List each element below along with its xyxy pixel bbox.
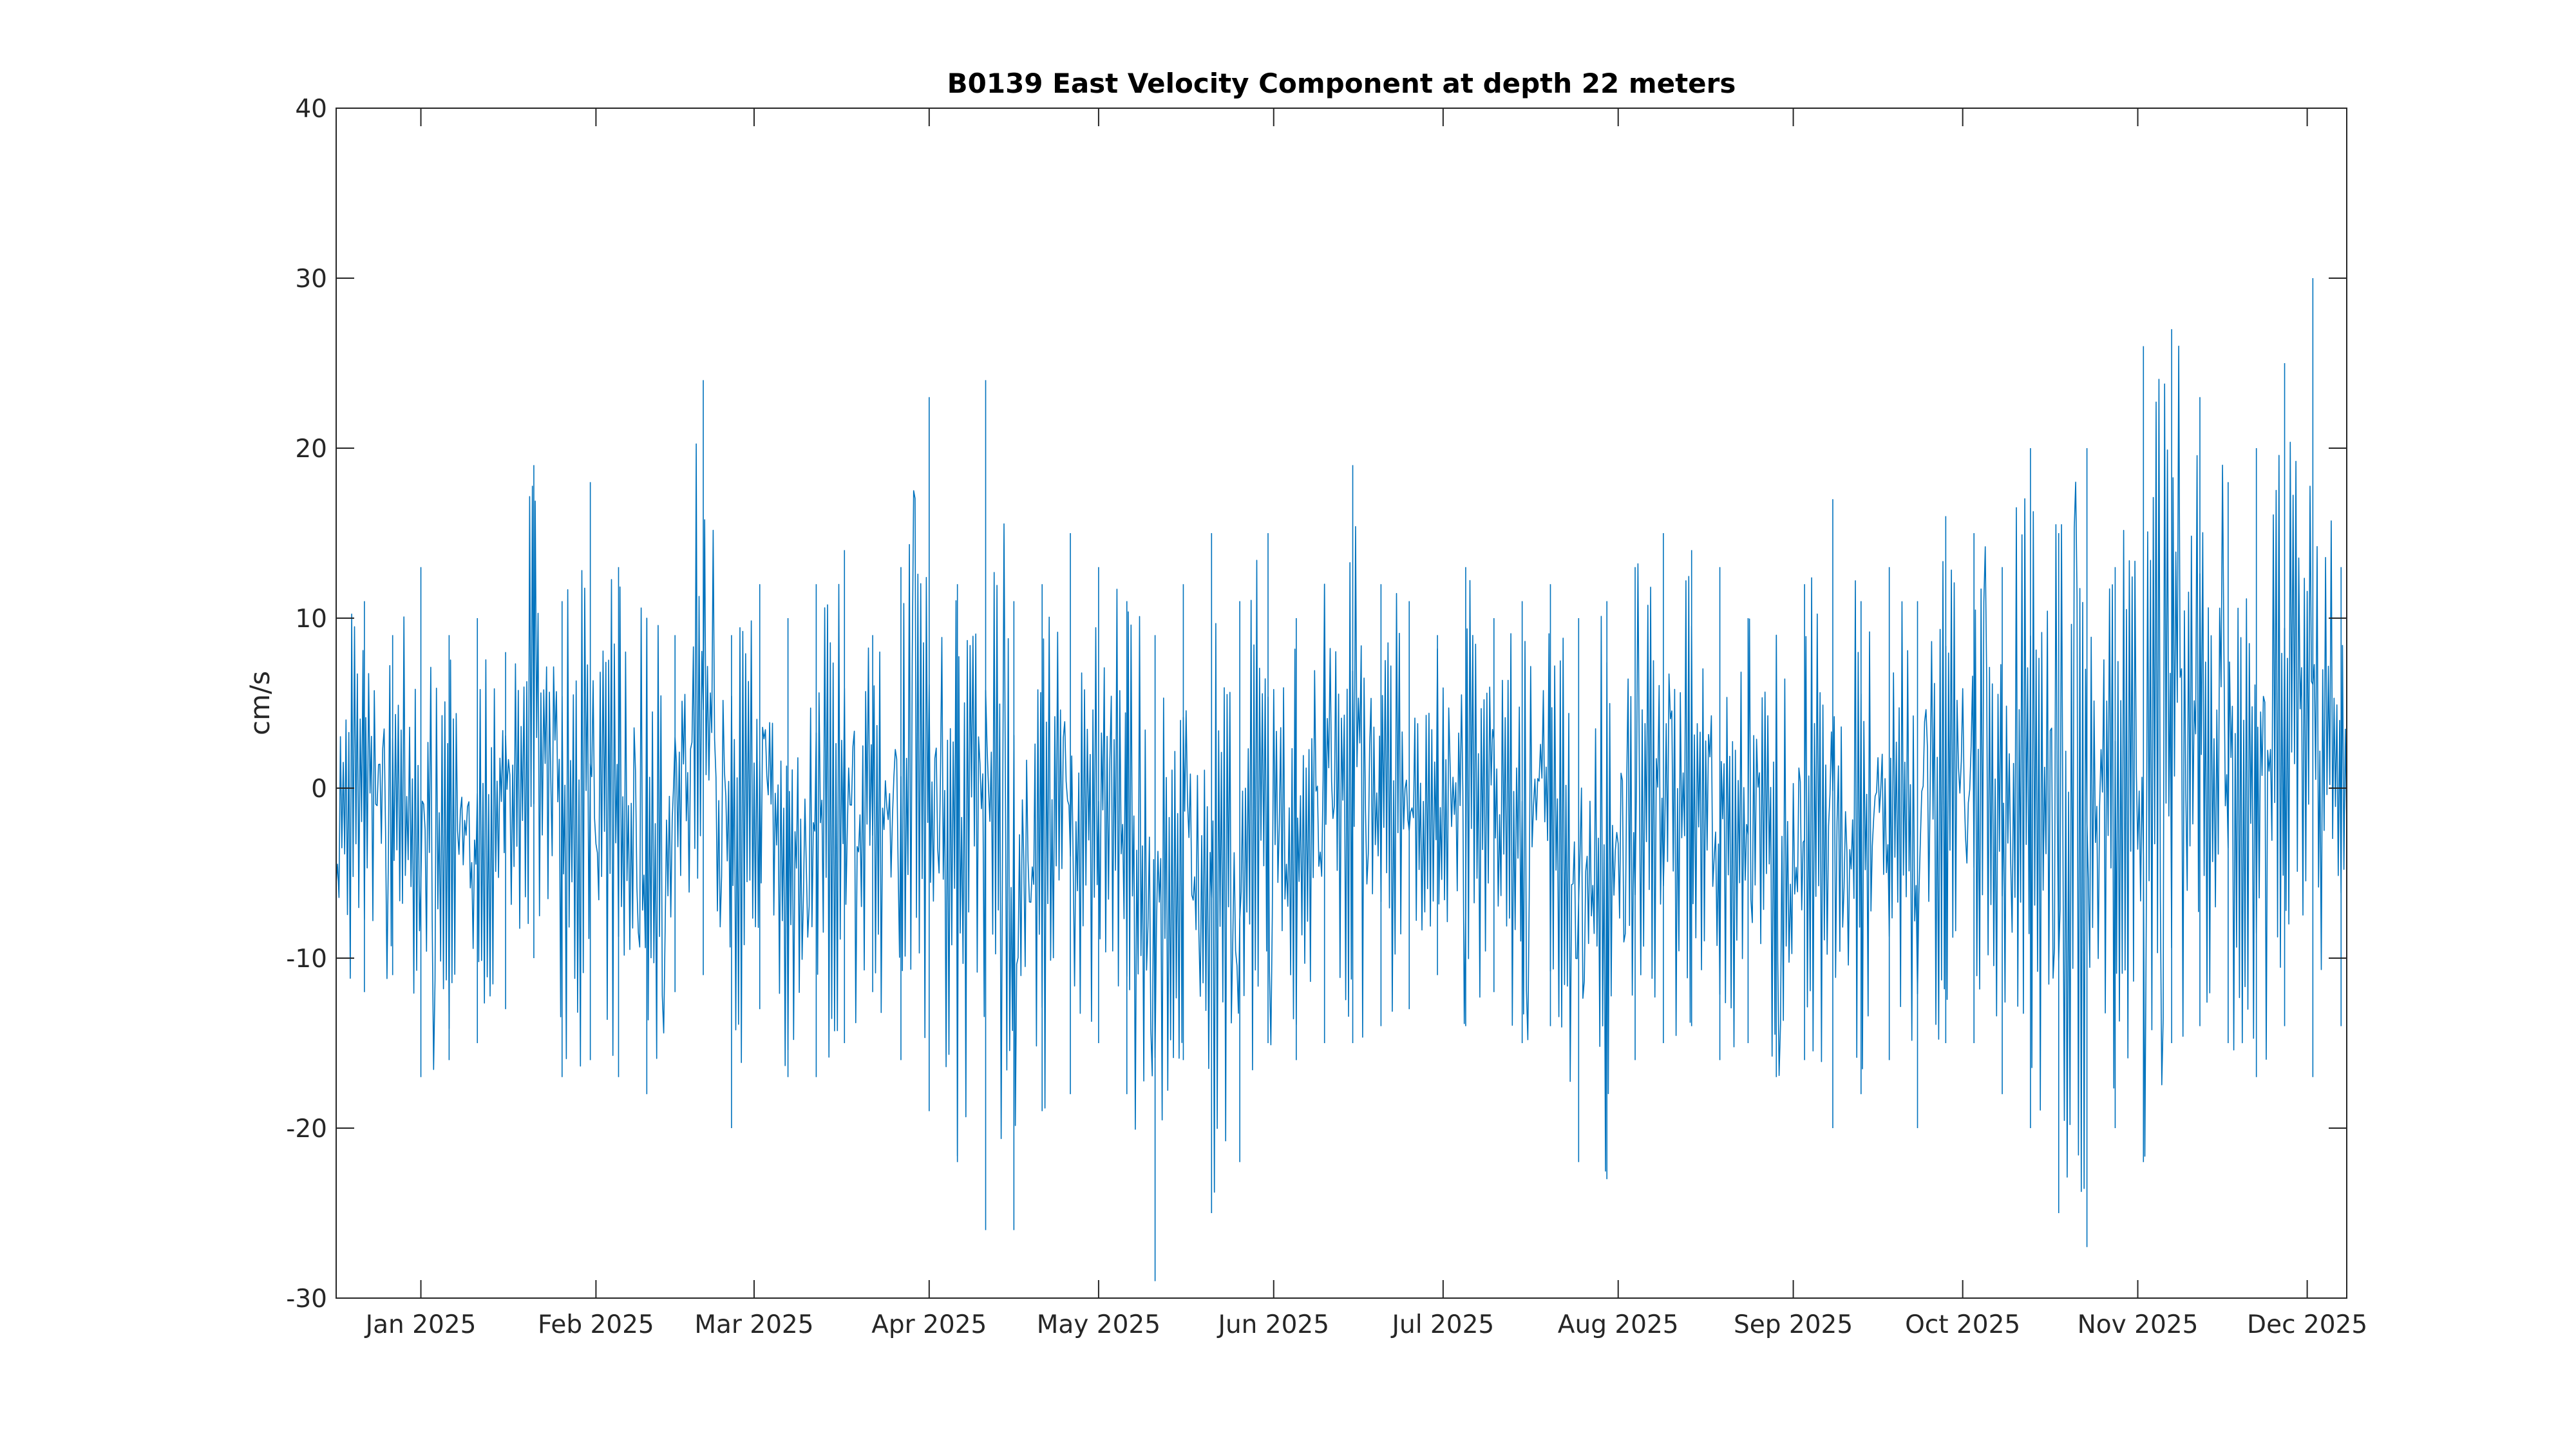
x-tick-label: Oct 2025 bbox=[1905, 1310, 2020, 1339]
x-tick-label: Apr 2025 bbox=[871, 1310, 987, 1339]
plot-area bbox=[336, 108, 2347, 1298]
y-tick-label: 0 bbox=[311, 775, 327, 804]
x-tick-label: Dec 2025 bbox=[2247, 1310, 2367, 1339]
x-tick-label: Jan 2025 bbox=[364, 1310, 477, 1339]
y-tick-label: 40 bbox=[295, 95, 327, 124]
x-tick-label: May 2025 bbox=[1037, 1310, 1160, 1339]
y-tick-label: -10 bbox=[286, 945, 327, 974]
x-tick-label: Jul 2025 bbox=[1390, 1310, 1494, 1339]
x-tick-label: Nov 2025 bbox=[2078, 1310, 2199, 1339]
y-tick-label: 30 bbox=[295, 265, 327, 294]
y-tick-label: 10 bbox=[295, 605, 327, 634]
tick-layer: -30 -20 -10 0 10 20 30 40 Jan 2025 Feb 2025 Mar 20… bbox=[286, 95, 2367, 1339]
x-tick-label: Jun 2025 bbox=[1216, 1310, 1329, 1339]
x-tick-label: Feb 2025 bbox=[538, 1310, 654, 1339]
series-line-east-velocity bbox=[336, 345, 2347, 1193]
y-tick-label: 20 bbox=[295, 435, 327, 464]
y-tick-label: -30 bbox=[286, 1285, 327, 1314]
x-tick-label: Mar 2025 bbox=[694, 1310, 813, 1339]
y-axis-label: cm/s bbox=[244, 671, 276, 735]
y-tick-label: -20 bbox=[286, 1115, 327, 1144]
x-tick-label: Aug 2025 bbox=[1558, 1310, 1679, 1339]
x-tick-label: Sep 2025 bbox=[1734, 1310, 1853, 1339]
chart-title: B0139 East Velocity Component at depth 2… bbox=[947, 68, 1736, 99]
axes-box bbox=[336, 108, 2347, 1299]
series-layer bbox=[336, 278, 2347, 1281]
